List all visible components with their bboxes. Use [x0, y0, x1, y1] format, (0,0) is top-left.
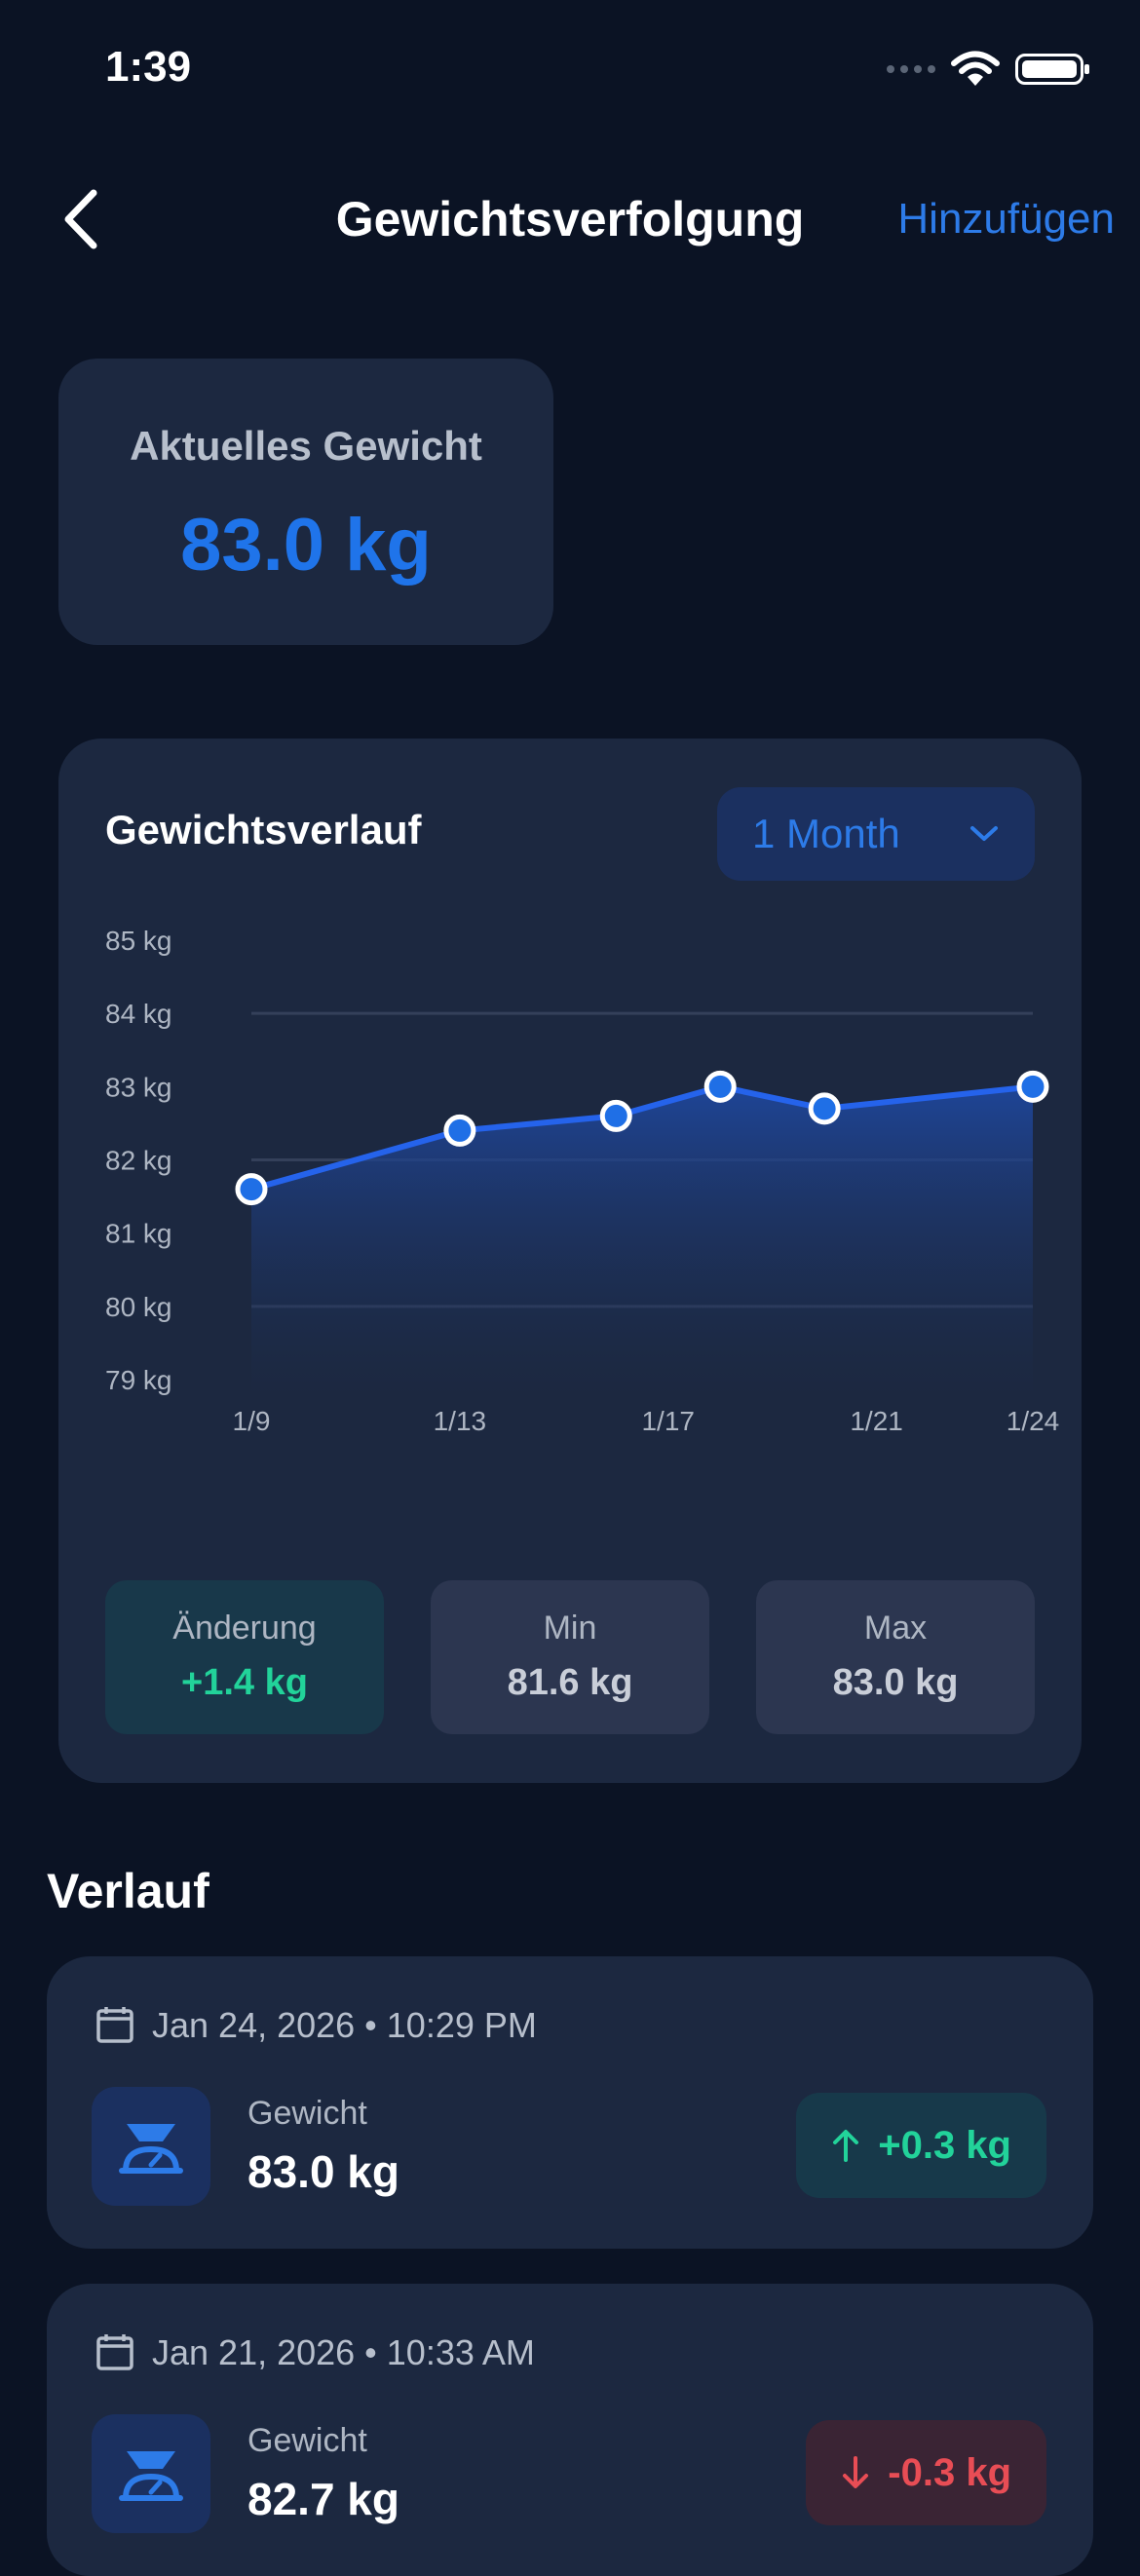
max-stat-value: 83.0 kg: [832, 1662, 959, 1703]
change-stat: Änderung +1.4 kg: [105, 1580, 384, 1734]
min-stat: Min 81.6 kg: [431, 1580, 709, 1734]
scale-icon: [119, 2451, 183, 2501]
arrow-up-icon: [833, 2130, 859, 2162]
page-title: Gewichtsverfolgung: [335, 192, 805, 246]
entry-label: Gewicht: [247, 2422, 367, 2459]
range-dropdown-label: 1 Month: [752, 811, 900, 856]
current-weight-value: 83.0 kg: [180, 504, 432, 587]
x-tick-label: 1/13: [434, 1406, 487, 1436]
x-tick-label: 1/17: [641, 1406, 695, 1436]
scale-icon-box: [92, 2087, 210, 2206]
signal-icon: [887, 65, 935, 73]
calendar-icon: [96, 2334, 133, 2370]
weight-line-chart: 85 kg 84 kg 83 kg 82 kg 81 kg 80 kg 79 kg 1/9 1…: [105, 926, 1060, 1436]
entry-date: Jan 24, 2026 • 10:29 PM: [152, 2005, 537, 2045]
y-tick-label: 80 kg: [105, 1292, 172, 1322]
data-point: [235, 1173, 268, 1206]
current-weight-card: Aktuelles Gewicht 83.0 kg: [58, 359, 553, 645]
history-title: Verlauf: [47, 1864, 209, 1918]
y-tick-label: 79 kg: [105, 1365, 172, 1395]
max-stat-label: Max: [863, 1610, 928, 1647]
history-entry[interactable]: Jan 21, 2026 • 10:33 AM Gewicht 82.7 kg …: [47, 2284, 1093, 2576]
min-stat-label: Min: [543, 1610, 597, 1647]
change-badge: +0.3 kg: [796, 2093, 1046, 2198]
data-point: [599, 1099, 632, 1132]
scale-icon: [119, 2124, 183, 2174]
add-button[interactable]: Hinzufügen: [897, 195, 1115, 243]
y-tick-label: 85 kg: [105, 926, 172, 956]
history-entry[interactable]: Jan 24, 2026 • 10:29 PM Gewicht 83.0 kg …: [47, 1956, 1093, 2249]
data-point: [1016, 1070, 1049, 1103]
change-badge-text: +0.3 kg: [878, 2123, 1011, 2167]
chevron-down-icon: [970, 826, 998, 841]
change-stat-value: +1.4 kg: [181, 1662, 308, 1703]
min-stat-value: 81.6 kg: [507, 1662, 633, 1703]
chart-area-fill: [251, 1086, 1033, 1399]
max-stat: Max 83.0 kg: [756, 1580, 1035, 1734]
wifi-icon: [951, 51, 1000, 86]
y-tick-label: 84 kg: [105, 999, 172, 1029]
change-badge-text: -0.3 kg: [888, 2450, 1011, 2494]
entry-label: Gewicht: [247, 2095, 367, 2132]
data-point: [808, 1092, 841, 1125]
status-icons: [887, 51, 1089, 88]
x-tick-label: 1/9: [233, 1406, 271, 1436]
battery-icon: [1015, 54, 1089, 85]
change-stat-label: Änderung: [172, 1610, 317, 1647]
entry-value: 83.0 kg: [247, 2146, 399, 2197]
entry-date: Jan 21, 2026 • 10:33 AM: [152, 2332, 535, 2372]
arrow-down-icon: [843, 2456, 869, 2488]
weight-history-card: Gewichtsverlauf 1 Month 85 kg 84 kg 83 kg 8…: [58, 739, 1082, 1783]
scale-icon-box: [92, 2414, 210, 2533]
range-dropdown[interactable]: 1 Month: [717, 787, 1035, 881]
current-weight-label: Aktuelles Gewicht: [130, 423, 482, 469]
status-time: 1:39: [105, 43, 192, 91]
y-tick-label: 82 kg: [105, 1146, 172, 1176]
back-chevron-icon[interactable]: [58, 187, 105, 251]
y-tick-label: 83 kg: [105, 1072, 172, 1102]
x-tick-label: 1/24: [1007, 1406, 1060, 1436]
calendar-icon: [96, 2007, 133, 2043]
x-tick-label: 1/21: [850, 1406, 903, 1436]
y-tick-label: 81 kg: [105, 1219, 172, 1249]
weight-series-line: [250, 1083, 1034, 1193]
entry-value: 82.7 kg: [247, 2474, 399, 2524]
change-badge: -0.3 kg: [806, 2420, 1046, 2525]
chart-title: Gewichtsverlauf: [105, 807, 422, 852]
data-point: [443, 1114, 476, 1147]
data-point: [703, 1070, 737, 1103]
